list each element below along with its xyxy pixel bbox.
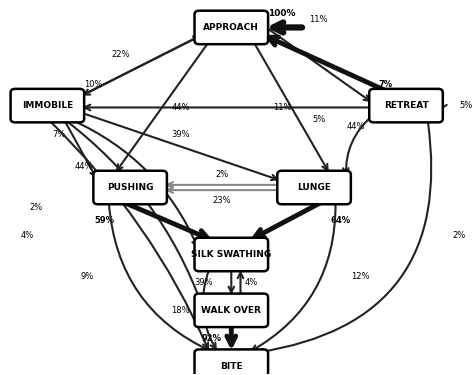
Text: 44%: 44% bbox=[75, 162, 93, 171]
Text: 7%: 7% bbox=[52, 130, 65, 139]
Text: IMMOBILE: IMMOBILE bbox=[22, 101, 73, 110]
Text: PUSHING: PUSHING bbox=[107, 183, 154, 192]
Text: 100%: 100% bbox=[268, 9, 296, 18]
Text: SILK SWATHING: SILK SWATHING bbox=[191, 250, 272, 259]
Text: 44%: 44% bbox=[346, 122, 365, 131]
Text: 44%: 44% bbox=[172, 103, 190, 112]
Text: 7%: 7% bbox=[378, 80, 392, 89]
FancyBboxPatch shape bbox=[277, 171, 351, 204]
Text: 12%: 12% bbox=[351, 272, 369, 281]
FancyBboxPatch shape bbox=[10, 89, 84, 122]
Text: LUNGE: LUNGE bbox=[297, 183, 331, 192]
Text: 5%: 5% bbox=[459, 101, 472, 110]
FancyBboxPatch shape bbox=[194, 294, 268, 327]
Text: 2%: 2% bbox=[29, 204, 43, 213]
Text: 39%: 39% bbox=[194, 278, 213, 287]
Text: WALK OVER: WALK OVER bbox=[201, 306, 261, 315]
FancyBboxPatch shape bbox=[194, 350, 268, 375]
Text: 39%: 39% bbox=[172, 130, 190, 139]
Text: 11%: 11% bbox=[273, 103, 291, 112]
Text: APPROACH: APPROACH bbox=[203, 23, 259, 32]
Text: 4%: 4% bbox=[245, 278, 258, 287]
Text: RETREAT: RETREAT bbox=[383, 101, 428, 110]
FancyBboxPatch shape bbox=[369, 89, 443, 122]
Text: 64%: 64% bbox=[330, 216, 350, 225]
Text: BITE: BITE bbox=[220, 362, 243, 370]
Text: 11%: 11% bbox=[310, 15, 328, 24]
Text: 4%: 4% bbox=[20, 231, 34, 240]
FancyBboxPatch shape bbox=[194, 11, 268, 44]
FancyBboxPatch shape bbox=[93, 171, 167, 204]
FancyBboxPatch shape bbox=[194, 238, 268, 271]
Text: 92%: 92% bbox=[202, 334, 222, 343]
Text: 18%: 18% bbox=[171, 306, 190, 315]
Text: 5%: 5% bbox=[312, 115, 325, 124]
Text: 59%: 59% bbox=[94, 216, 114, 225]
Text: 2%: 2% bbox=[452, 231, 465, 240]
Text: 9%: 9% bbox=[80, 272, 93, 281]
Text: 10%: 10% bbox=[84, 80, 103, 89]
Text: 22%: 22% bbox=[112, 50, 130, 59]
Text: 2%: 2% bbox=[216, 170, 229, 179]
Text: 23%: 23% bbox=[213, 196, 231, 205]
